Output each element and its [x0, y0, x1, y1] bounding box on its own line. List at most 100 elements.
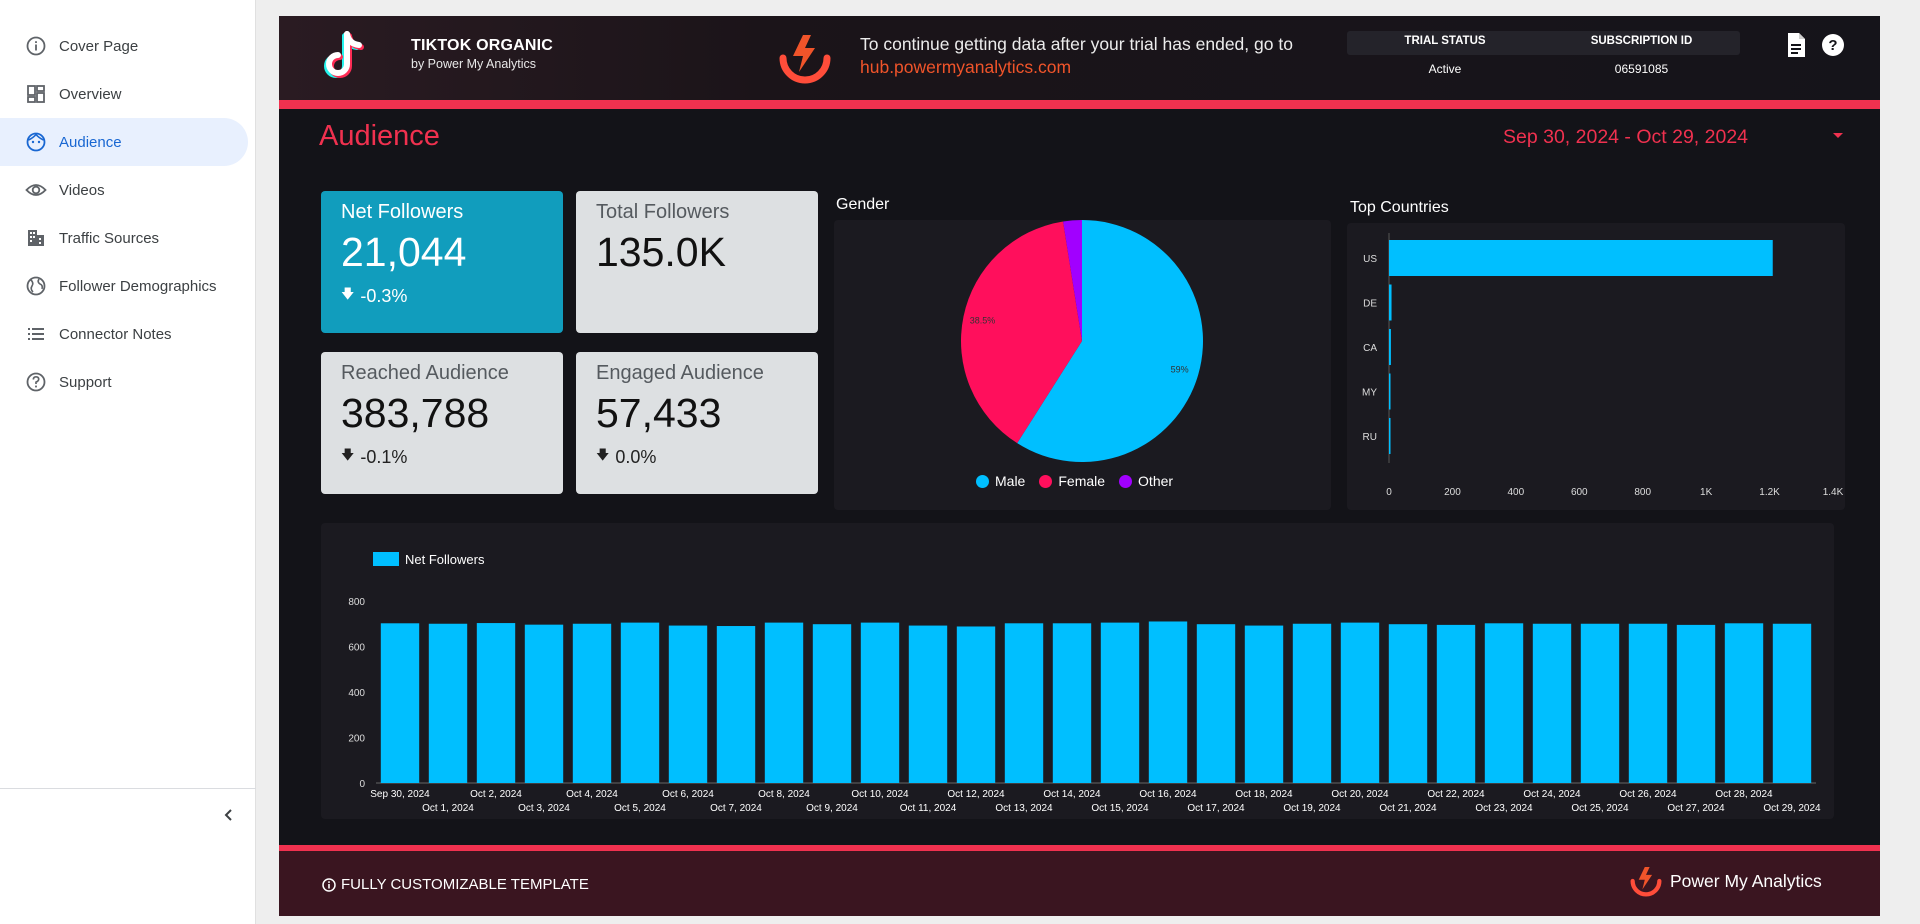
net-followers-bar[interactable] — [572, 623, 612, 783]
sidebar-item-traffic-sources[interactable]: Traffic Sources — [0, 214, 248, 262]
x-tick-label: Oct 22, 2024 — [1427, 789, 1485, 800]
x-tick-label: Oct 11, 2024 — [900, 803, 957, 814]
x-tick-label: Oct 5, 2024 — [614, 803, 666, 814]
x-tick-label: Sep 30, 2024 — [370, 789, 430, 800]
net-followers-bar[interactable] — [1388, 624, 1428, 783]
x-tick-label: Oct 9, 2024 — [806, 803, 858, 814]
x-tick-label: Oct 2, 2024 — [470, 789, 522, 800]
net-followers-bar[interactable] — [1292, 623, 1332, 783]
x-tick-label: Oct 21, 2024 — [1379, 803, 1437, 814]
sidebar-item-connector-notes[interactable]: Connector Notes — [0, 310, 248, 358]
net-followers-bar[interactable] — [1340, 622, 1380, 783]
pie-slice-male[interactable] — [1017, 220, 1203, 462]
net-followers-bar[interactable] — [476, 623, 516, 783]
x-tick-label: Oct 1, 2024 — [422, 803, 474, 814]
kpi-label: Total Followers — [596, 201, 730, 223]
legend-label: Female — [1058, 473, 1106, 489]
document-icon[interactable] — [1785, 32, 1807, 58]
sidebar-item-support[interactable]: Support — [0, 358, 248, 406]
net-followers-bar[interactable] — [1436, 624, 1476, 783]
legend-label: Net Followers — [405, 552, 485, 567]
country-bar[interactable] — [1389, 240, 1773, 276]
sidebar-item-overview[interactable]: Overview — [0, 70, 248, 118]
net-followers-bar[interactable] — [668, 625, 708, 783]
net-followers-bar[interactable] — [1052, 623, 1092, 783]
net-followers-bar[interactable] — [1628, 623, 1668, 783]
eye-icon — [25, 179, 47, 201]
x-tick-label: Oct 19, 2024 — [1283, 803, 1341, 814]
y-tick-label: 200 — [348, 734, 365, 745]
trial-status-label: TRIAL STATUS — [1404, 35, 1486, 47]
hub-link[interactable]: hub.powermyanalytics.com — [860, 57, 1072, 77]
kpi-label: Net Followers — [341, 201, 464, 223]
sidebar-item-cover-page[interactable]: Cover Page — [0, 22, 248, 70]
collapse-sidebar-button[interactable] — [214, 800, 244, 830]
gender-pie-chart: 59% 38.5% — [961, 220, 1203, 462]
kpi-net-followers: Net Followers 21,044 🡇 -0.3% — [321, 191, 563, 333]
kpi-engaged-audience: Engaged Audience 57,433 🡇 0.0% — [576, 352, 818, 494]
footer-note: FULLY CUSTOMIZABLE TEMPLATE — [322, 876, 589, 893]
net-followers-bar[interactable] — [620, 622, 660, 783]
pie-slice-female[interactable] — [961, 221, 1082, 444]
net-followers-bar[interactable] — [380, 623, 420, 783]
x-tick-label: Oct 3, 2024 — [518, 803, 570, 814]
net-followers-bar[interactable] — [1532, 623, 1572, 783]
net-followers-bar[interactable] — [1772, 623, 1812, 783]
net-followers-bar[interactable] — [1100, 622, 1140, 783]
net-followers-bar[interactable] — [908, 625, 948, 783]
kpi-value: 135.0K — [596, 229, 726, 275]
power-my-analytics-logo-icon — [1630, 867, 1662, 897]
x-tick-label: 0 — [1386, 487, 1392, 498]
x-tick-label: 800 — [1634, 487, 1651, 498]
x-tick-label: Oct 17, 2024 — [1187, 803, 1245, 814]
category-tick-label: RU — [1363, 432, 1377, 443]
report-canvas: TIKTOK ORGANIC by Power My Analytics To … — [279, 16, 1880, 916]
info-icon — [25, 35, 47, 57]
date-range-picker[interactable]: Sep 30, 2024 - Oct 29, 2024 — [1503, 122, 1843, 152]
net-followers-bar[interactable] — [860, 622, 900, 783]
country-bar[interactable] — [1389, 418, 1391, 454]
kpi-delta-value: 0.0% — [615, 446, 657, 467]
x-tick-label: 1.4K — [1823, 487, 1844, 498]
net-followers-bar[interactable] — [1004, 623, 1044, 783]
sidebar-item-videos[interactable]: Videos — [0, 166, 248, 214]
net-followers-bar[interactable] — [1676, 624, 1716, 783]
pie-slice-other[interactable] — [1063, 220, 1082, 341]
legend-swatch — [1039, 474, 1053, 488]
kpi-label: Engaged Audience — [596, 362, 764, 384]
info-icon — [322, 877, 336, 892]
sidebar-item-label: Traffic Sources — [59, 229, 160, 247]
net-followers-bar[interactable] — [1484, 623, 1524, 783]
trial-status-value: Active — [1428, 62, 1462, 76]
globe-icon — [25, 275, 47, 297]
net-followers-bar[interactable] — [524, 624, 564, 783]
net-followers-bar[interactable] — [1244, 625, 1284, 783]
legend-label: Male — [995, 473, 1026, 489]
net-followers-bar[interactable] — [428, 623, 468, 783]
net-followers-bar[interactable] — [1148, 621, 1188, 783]
legend-item: Male — [976, 473, 1025, 489]
net-followers-bar[interactable] — [812, 624, 852, 783]
net-followers-bar[interactable] — [956, 626, 996, 783]
countries-bar-chart: US DE CA MY RU 0 200 400 600 800 1K 1.2K 1.4K — [1362, 233, 1844, 498]
caret-down-icon — [1833, 133, 1843, 138]
net-followers-bar[interactable] — [716, 626, 756, 783]
power-my-analytics-logo-icon — [779, 35, 831, 84]
x-tick-label: Oct 8, 2024 — [758, 789, 810, 800]
sidebar-item-audience[interactable]: Audience — [0, 118, 248, 166]
net-followers-bar[interactable] — [1580, 623, 1620, 783]
help-icon[interactable]: ? — [1821, 33, 1845, 57]
country-bar[interactable] — [1389, 373, 1391, 410]
country-bar[interactable] — [1389, 284, 1392, 321]
country-bar[interactable] — [1389, 329, 1391, 365]
kpi-delta-value: -0.3% — [360, 285, 408, 306]
y-tick-label: 600 — [348, 643, 365, 654]
footer-note-text: FULLY CUSTOMIZABLE TEMPLATE — [341, 876, 589, 893]
countries-chart-panel: US DE CA MY RU 0 200 400 600 800 1K 1.2K 1.4K — [1347, 223, 1845, 510]
sidebar-item-follower-demographics[interactable]: Follower Demographics — [0, 262, 248, 310]
kpi-delta: 🡇 -0.3% — [341, 285, 407, 307]
net-followers-bar[interactable] — [1724, 623, 1764, 783]
net-followers-bar[interactable] — [764, 622, 804, 783]
net-followers-bar[interactable] — [1196, 624, 1236, 783]
chevron-left-icon — [224, 809, 232, 821]
